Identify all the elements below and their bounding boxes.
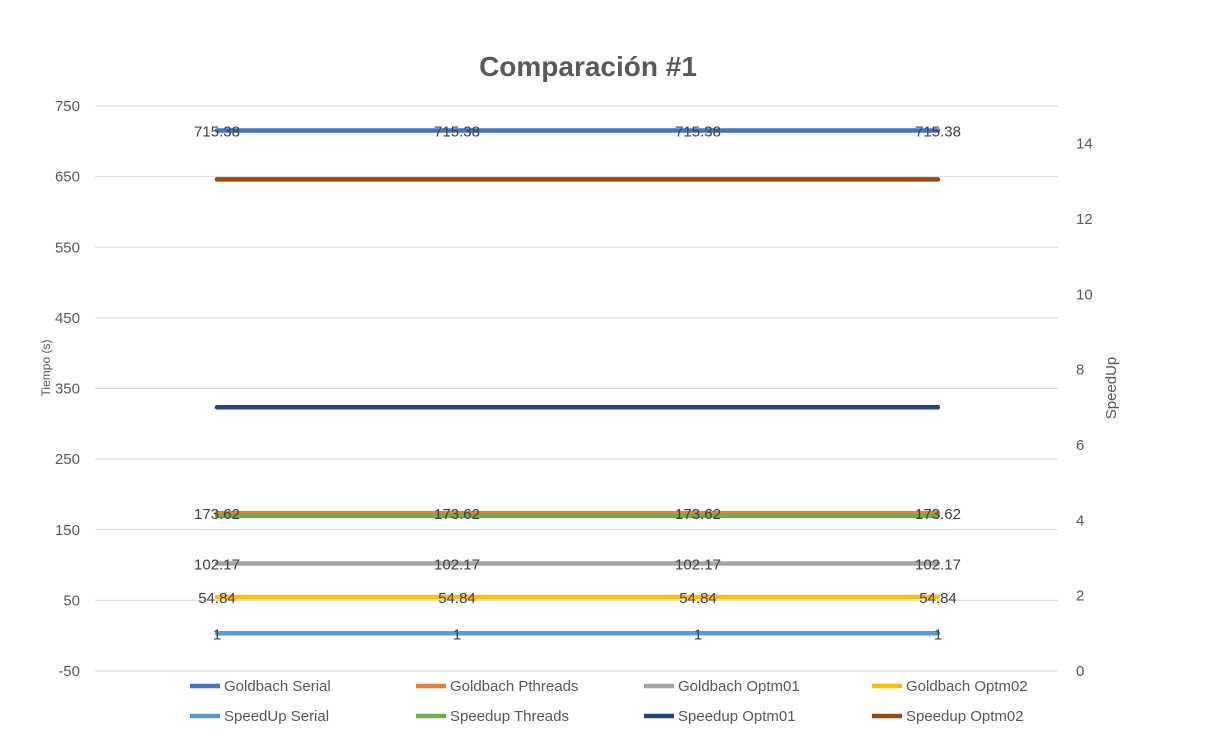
y2-axis-ticks: 14 12 10 8 6 4 2 0 [1076,136,1093,680]
data-label: 1 [453,626,461,643]
y-tick-label: 750 [55,98,80,115]
gridlines [95,105,1058,672]
chart-title: Comparación #1 [479,51,697,82]
data-label: 173.62 [194,506,240,523]
legend-label: Speedup Optm02 [906,708,1024,725]
y-axis-label: Tiempo (s) [39,340,53,397]
y-tick-label: 650 [55,169,80,186]
data-label: 173.62 [434,506,480,523]
legend: Goldbach Serial Goldbach Pthreads Goldbach… [190,678,1028,725]
data-label: 102.17 [675,557,721,574]
data-label: 715.38 [915,123,961,140]
series-lines [214,128,941,636]
legend-label: Goldbach Optm02 [906,678,1028,695]
data-label: 102.17 [915,557,961,574]
y2-axis-label: SpeedUp [1103,357,1120,420]
data-label: 715.38 [675,123,721,140]
legend-label: Speedup Optm01 [678,708,796,725]
data-label: 173.62 [915,506,961,523]
y2-tick-label: 8 [1076,362,1084,379]
data-label: 715.38 [194,123,240,140]
y2-tick-label: 4 [1076,512,1084,529]
y2-tick-label: 0 [1076,663,1084,680]
legend-label: Goldbach Optm01 [678,678,800,695]
data-label: 173.62 [675,506,721,523]
data-label: 102.17 [434,557,480,574]
data-label: 54.84 [198,590,236,607]
data-label: 715.38 [434,123,480,140]
data-labels: 715.38 715.38 715.38 715.38 173.62 173.62 173.… [194,123,961,643]
y2-tick-label: 10 [1076,286,1093,303]
data-label: 1 [213,626,221,643]
y2-tick-label: 14 [1076,136,1093,153]
y2-tick-label: 12 [1076,211,1093,228]
y2-tick-label: 6 [1076,437,1084,454]
data-label: 54.84 [679,590,717,607]
legend-label: SpeedUp Serial [224,708,329,725]
y-tick-label: 250 [55,451,80,468]
data-label: 54.84 [438,590,476,607]
y-tick-label: 150 [55,522,80,539]
y-tick-label: 450 [55,310,80,327]
y-tick-label: -50 [58,663,80,680]
y-tick-label: 550 [55,239,80,256]
data-label: 54.84 [919,590,957,607]
y-tick-label: 350 [55,381,80,398]
y2-tick-label: 2 [1076,588,1084,605]
legend-label: Goldbach Pthreads [450,678,578,695]
y-tick-label: 50 [63,592,80,609]
data-label: 1 [694,626,702,643]
legend-label: Speedup Threads [450,708,569,725]
data-label: 1 [934,626,942,643]
legend-label: Goldbach Serial [224,678,331,695]
y-axis-ticks: 750 650 550 450 350 250 150 50 -50 [55,98,80,680]
data-label: 102.17 [194,557,240,574]
